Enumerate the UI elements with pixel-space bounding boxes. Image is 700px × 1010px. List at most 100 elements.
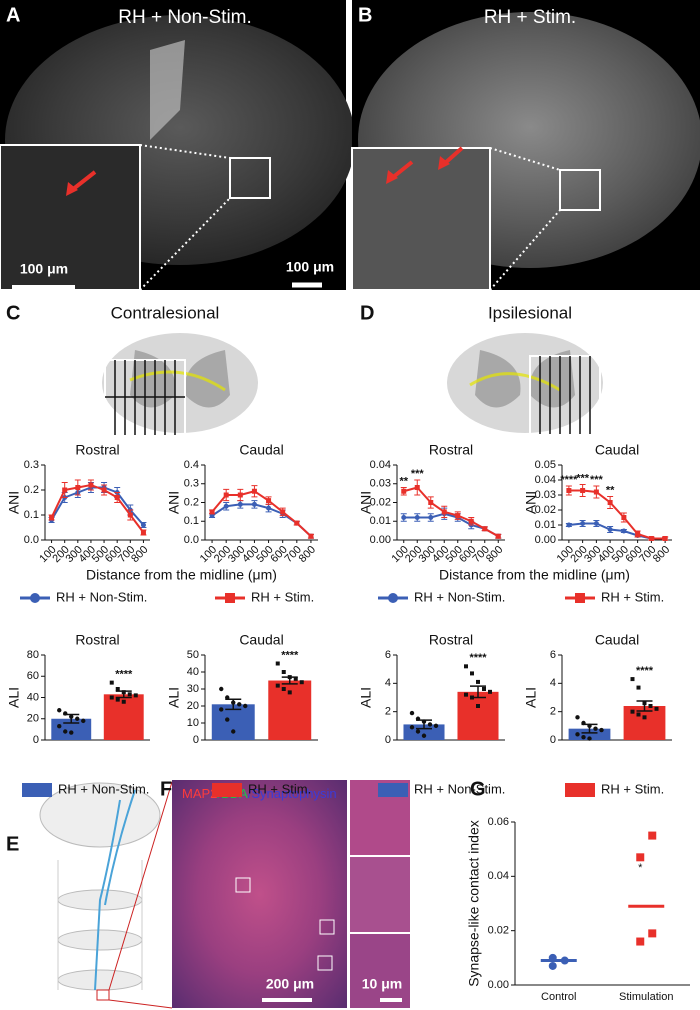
y-tick-label: 0.04 — [488, 870, 509, 882]
data-point — [101, 487, 107, 493]
legend-label: RH + Non-Stim. — [56, 589, 147, 604]
data-point — [237, 702, 242, 707]
y-tick-label: 20 — [187, 700, 199, 712]
data-point — [607, 500, 613, 505]
stain-map2: MAP2 — [182, 786, 217, 801]
legend-label: RH + Stim. — [251, 589, 314, 604]
data-point — [587, 736, 592, 741]
data-point — [281, 670, 286, 674]
data-point — [133, 693, 138, 698]
arrowhead — [66, 182, 78, 196]
data-point — [427, 722, 433, 727]
y-tick-label: 2 — [550, 706, 556, 718]
data-point — [275, 683, 280, 688]
data-point — [495, 533, 501, 539]
y-axis-label: ANI — [358, 491, 374, 514]
data-point — [636, 712, 641, 717]
scale-label: 10 μm — [362, 976, 402, 992]
data-point — [488, 689, 492, 694]
data-point — [251, 488, 257, 494]
data-point — [243, 703, 248, 709]
y-tick-label: 30 — [187, 683, 199, 695]
y-tick-label: 0.0 — [24, 534, 39, 546]
data-point — [140, 522, 146, 528]
chart-title: Caudal — [239, 632, 283, 648]
data-point — [428, 500, 434, 505]
data-point — [636, 853, 645, 862]
legend-marker — [575, 593, 585, 603]
zoom-line — [489, 147, 561, 171]
fibers — [129, 370, 226, 392]
data-point — [219, 707, 224, 712]
panel-letter: D — [360, 302, 374, 324]
x-tick-label: Stimulation — [619, 991, 673, 1003]
data-point — [621, 528, 627, 534]
bar — [268, 680, 312, 740]
data-point — [428, 515, 434, 520]
data-point — [636, 685, 641, 690]
y-axis-label: ALI — [358, 687, 374, 708]
y-tick-label: 0.02 — [370, 496, 391, 508]
data-point — [57, 723, 62, 729]
data-point — [409, 710, 415, 716]
data-point — [635, 531, 641, 537]
significance: **** — [469, 652, 487, 664]
y-axis-label: Synapse-like contact index — [466, 820, 482, 987]
data-point — [575, 715, 580, 720]
roi-box — [96, 989, 110, 1001]
arrowhead — [386, 170, 398, 184]
tract — [104, 789, 136, 906]
bar — [457, 691, 499, 740]
zoom-line — [139, 144, 231, 159]
inset — [0, 144, 141, 291]
data-point — [468, 518, 474, 524]
stain-syn: /Synaptophysin — [248, 786, 337, 801]
series-line — [50, 486, 145, 526]
y-tick-label: 0.1 — [184, 515, 199, 527]
data-point — [88, 482, 94, 488]
y-tick-label: 0.1 — [24, 509, 39, 521]
data-point — [630, 677, 635, 682]
data-point — [275, 661, 280, 666]
legend-label: RH + Non-Stim. — [414, 589, 505, 604]
y-tick-label: 40 — [27, 691, 39, 703]
data-point — [280, 509, 286, 515]
panel-f: F MAP2/BDA/Synaptophysin 200 μm 10 μm — [160, 778, 410, 1008]
y-tick-label: 40 — [187, 666, 199, 678]
data-point — [308, 533, 314, 539]
significance: **** — [560, 474, 578, 486]
y-tick-label: 0 — [33, 734, 39, 746]
y-tick-label: 0.01 — [370, 515, 391, 527]
data-point — [415, 729, 421, 734]
data-point — [251, 501, 257, 507]
y-tick-label: 0.02 — [535, 504, 556, 516]
panel-letter: F — [160, 778, 172, 800]
y-tick-label: 0.05 — [535, 459, 556, 471]
data-point — [127, 512, 133, 518]
data-point — [482, 526, 488, 532]
dorsal-horn — [150, 40, 185, 140]
data-point — [127, 692, 132, 697]
schematic-d — [447, 333, 603, 435]
data-point — [121, 690, 126, 695]
data-point — [421, 719, 427, 724]
y-tick-label: 6 — [550, 649, 556, 661]
y-axis-label: ALI — [523, 687, 539, 708]
data-point — [266, 498, 272, 504]
roi-box — [317, 955, 333, 971]
y-tick-label: 0 — [550, 734, 556, 746]
data-point — [476, 704, 480, 708]
data-point — [287, 690, 292, 695]
panel-e: E — [6, 781, 173, 1009]
y-tick-label: 4 — [385, 677, 391, 689]
data-point — [219, 686, 224, 692]
data-point — [409, 725, 415, 730]
y-tick-label: 6 — [385, 649, 391, 661]
y-axis-label: ANI — [523, 491, 539, 514]
data-point — [109, 680, 114, 685]
significance: **** — [281, 649, 299, 661]
schematic-c — [102, 333, 258, 436]
micrograph — [172, 780, 347, 1008]
significance: * — [638, 862, 643, 874]
data-point — [607, 527, 613, 532]
